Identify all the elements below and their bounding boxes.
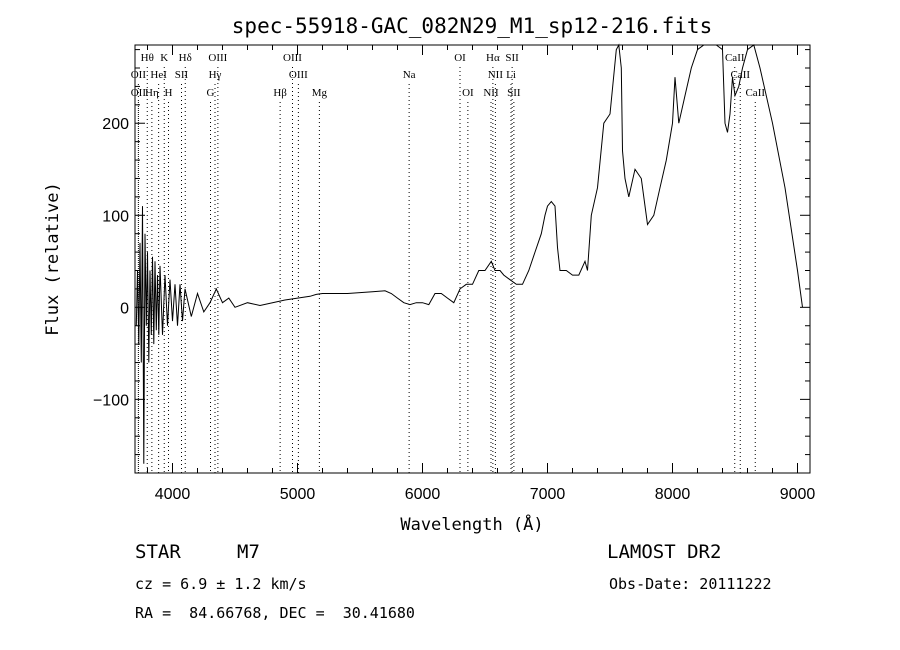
spectral-line-label: OIII — [289, 69, 308, 81]
spectral-line-label: NII — [483, 87, 499, 99]
spectral-line-label: K — [160, 52, 168, 64]
spectral-line-label: HeI — [150, 69, 167, 81]
spectral-line-label: OIII — [208, 52, 227, 64]
spectral-line-label: OI — [454, 52, 466, 64]
redshift-value: cz = 6.9 ± 1.2 km/s — [135, 575, 307, 593]
coordinates: RA = 84.66768, DEC = 30.41680 — [135, 604, 415, 622]
spectral-line-label: G — [207, 87, 215, 99]
spectral-line-label: Hδ — [179, 52, 192, 64]
y-axis-ticks: −100 0 100 200 — [93, 49, 810, 456]
x-tick-label: 8000 — [655, 486, 691, 503]
y-tick-label: 200 — [102, 116, 129, 133]
x-tick-label: 4000 — [155, 486, 191, 503]
spectral-line-label: Na — [403, 69, 416, 81]
spectral-line-label: OII — [131, 69, 147, 81]
spectral-line-label: OIII — [283, 52, 302, 64]
y-tick-label: −100 — [93, 392, 129, 409]
spectral-line-label: H — [165, 87, 173, 99]
object-subclass: M7 — [237, 541, 260, 563]
x-axis-label: Wavelength (Å) — [400, 513, 543, 535]
x-tick-label: 5000 — [280, 486, 316, 503]
object-class: STAR — [135, 541, 181, 563]
spectral-line-label: Hα — [486, 52, 500, 64]
spectral-line-label: OII — [131, 87, 147, 99]
spectral-line-label: Hη — [145, 87, 159, 99]
spectral-line-label: Hβ — [273, 87, 287, 99]
x-axis-ticks: 4000 5000 6000 7000 8000 9000 — [147, 45, 816, 503]
spectral-line-label: SII — [505, 52, 519, 64]
x-tick-label: 7000 — [530, 486, 566, 503]
observation-date: Obs-Date: 20111222 — [609, 575, 772, 593]
spectral-line-label: SII — [175, 69, 189, 81]
chart-title: spec-55918-GAC_082N29_M1_sp12-216.fits — [232, 14, 712, 38]
spectral-line-label: Mg — [312, 87, 328, 99]
spectral-line-label: SII — [507, 87, 521, 99]
y-tick-label: 100 — [102, 208, 129, 225]
x-tick-label: 6000 — [405, 486, 441, 503]
spectral-line-labels: Hθ K Hδ OIII OIII OI Hα SII CaII OII HeI SII Hγ OIII N… — [131, 52, 766, 99]
y-tick-label: 0 — [120, 300, 129, 317]
y-axis-label: Flux (relative) — [43, 182, 63, 336]
spectral-line-label: CaII — [730, 69, 750, 81]
spectral-line-label: OI — [462, 87, 474, 99]
spectral-line-label: Hθ — [141, 52, 154, 64]
spectral-line-label: CaII — [745, 87, 765, 99]
plot-frame — [134, 44, 811, 474]
spectrum-series-line — [135, 43, 803, 464]
spectral-line-label: CaII — [725, 52, 745, 64]
spectral-line-label: Hγ — [209, 69, 222, 81]
x-tick-label: 9000 — [780, 486, 816, 503]
spectral-line-markers — [137, 67, 756, 473]
spectral-line-label: Li — [506, 69, 516, 81]
spectral-line-label: NII — [488, 69, 504, 81]
survey-name: LAMOST DR2 — [607, 541, 722, 563]
